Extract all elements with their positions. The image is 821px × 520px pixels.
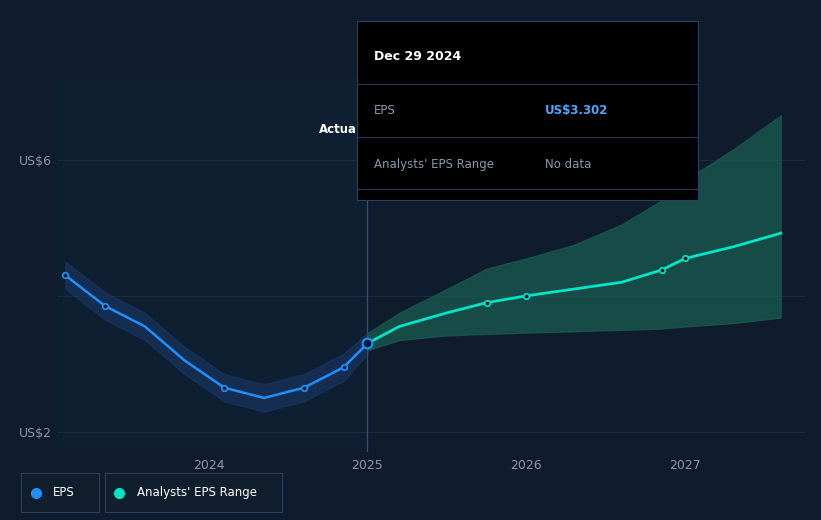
Text: No data: No data	[544, 158, 591, 171]
Text: Analysts' EPS Range: Analysts' EPS Range	[137, 486, 257, 499]
Text: Analysts' EPS Range: Analysts' EPS Range	[374, 158, 494, 171]
Text: US$3.302: US$3.302	[544, 104, 608, 117]
Bar	[57, 78, 368, 452]
Text: Actual: Actual	[319, 123, 361, 136]
Text: EPS: EPS	[53, 486, 75, 499]
Text: Dec 29 2024: Dec 29 2024	[374, 50, 461, 63]
Text: EPS: EPS	[374, 104, 396, 117]
Text: Analysts Forecasts: Analysts Forecasts	[377, 123, 487, 136]
